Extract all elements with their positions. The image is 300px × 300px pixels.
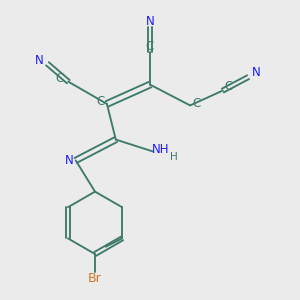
Text: N: N bbox=[65, 154, 74, 167]
Text: NH: NH bbox=[152, 143, 169, 156]
Text: C: C bbox=[96, 95, 104, 108]
Text: Br: Br bbox=[88, 272, 102, 286]
Text: N: N bbox=[35, 54, 44, 67]
Text: C: C bbox=[56, 72, 64, 85]
Text: C: C bbox=[193, 97, 201, 110]
Text: N: N bbox=[252, 66, 261, 79]
Text: C: C bbox=[225, 80, 233, 93]
Text: N: N bbox=[146, 15, 154, 28]
Text: C: C bbox=[146, 40, 154, 53]
Text: H: H bbox=[170, 152, 178, 162]
